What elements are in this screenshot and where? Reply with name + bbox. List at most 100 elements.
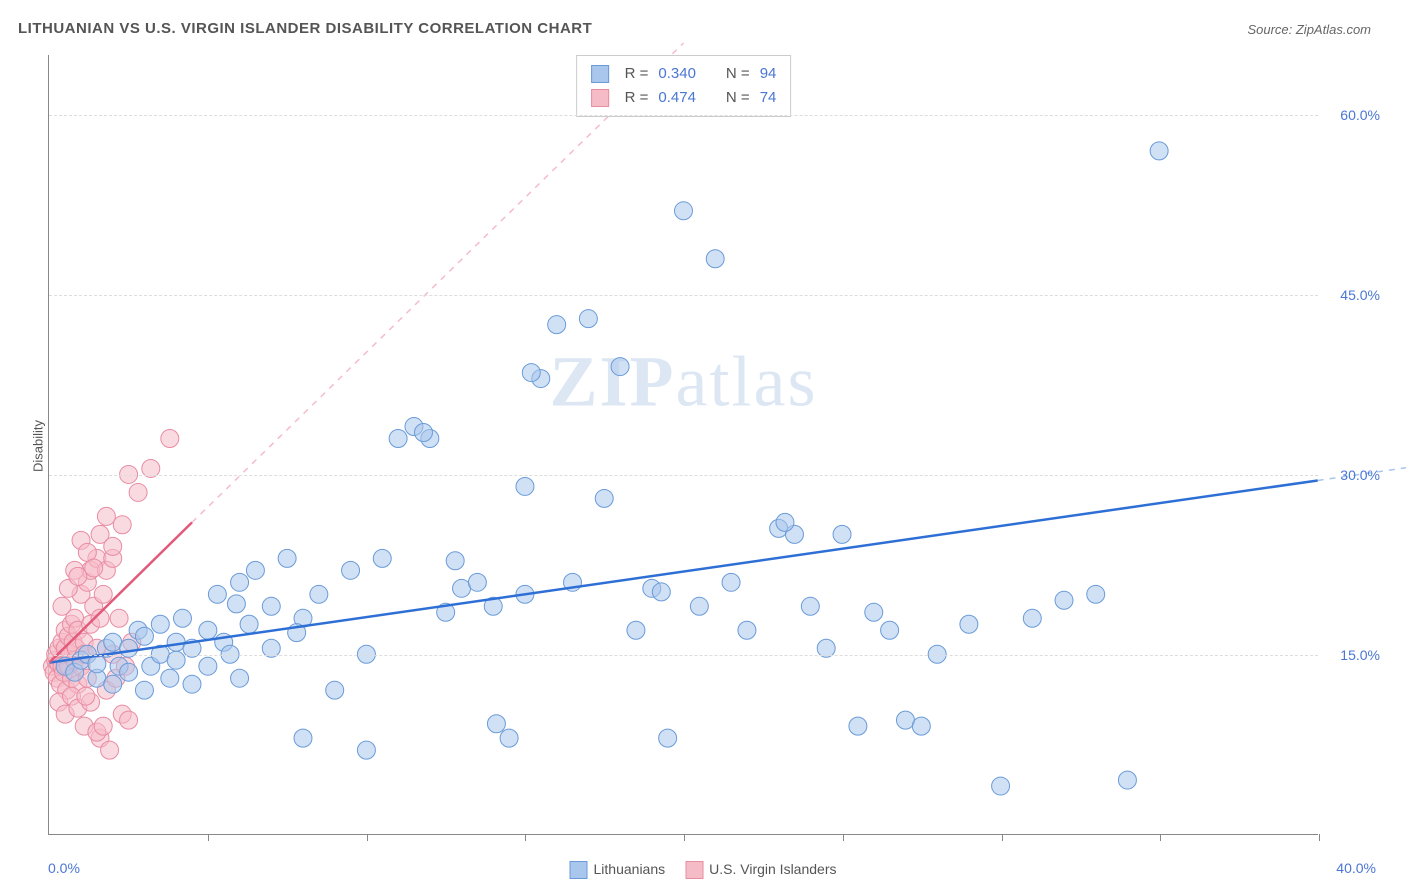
- stats-n-label: N =: [726, 62, 750, 86]
- y-tick-label: 15.0%: [1340, 647, 1380, 663]
- stats-n-value: 94: [760, 62, 777, 86]
- data-point: [453, 579, 471, 597]
- stats-n-label: N =: [726, 86, 750, 110]
- x-axis-end-label: 40.0%: [1336, 860, 1376, 876]
- legend-label: U.S. Virgin Islanders: [709, 861, 836, 877]
- data-point: [151, 615, 169, 633]
- gridline: [49, 295, 1318, 296]
- legend-swatch: [591, 65, 609, 83]
- data-point: [104, 633, 122, 651]
- data-point: [675, 202, 693, 220]
- data-point: [776, 513, 794, 531]
- data-point: [652, 583, 670, 601]
- data-point: [738, 621, 756, 639]
- x-tick: [525, 834, 526, 841]
- data-point: [579, 310, 597, 328]
- trend-line: [49, 480, 1317, 662]
- chart-container: LITHUANIAN VS U.S. VIRGIN ISLANDER DISAB…: [0, 0, 1406, 892]
- data-point: [110, 609, 128, 627]
- y-axis-label: Disability: [31, 420, 46, 472]
- data-point: [183, 675, 201, 693]
- data-point: [1118, 771, 1136, 789]
- stats-n-value: 74: [760, 86, 777, 110]
- data-point: [1087, 585, 1105, 603]
- stats-row: R =0.474N =74: [591, 86, 777, 110]
- x-tick: [843, 834, 844, 841]
- stats-row: R = 0.340 N = 94: [591, 62, 777, 86]
- data-point: [227, 595, 245, 613]
- data-point: [246, 561, 264, 579]
- data-point: [135, 681, 153, 699]
- data-point: [516, 477, 534, 495]
- data-point: [1150, 142, 1168, 160]
- data-point: [199, 657, 217, 675]
- data-point: [240, 615, 258, 633]
- data-point: [120, 711, 138, 729]
- data-point: [278, 549, 296, 567]
- x-tick: [1160, 834, 1161, 841]
- x-tick: [1002, 834, 1003, 841]
- data-point: [659, 729, 677, 747]
- data-point: [85, 559, 103, 577]
- data-point: [1023, 609, 1041, 627]
- data-point: [104, 675, 122, 693]
- data-point: [231, 573, 249, 591]
- data-point: [129, 483, 147, 501]
- legend-swatch: [685, 861, 703, 879]
- x-tick: [208, 834, 209, 841]
- gridline: [49, 475, 1318, 476]
- source-attribution: Source: ZipAtlas.com: [1247, 22, 1371, 37]
- data-point: [94, 585, 112, 603]
- data-point: [706, 250, 724, 268]
- data-point: [389, 430, 407, 448]
- data-point: [881, 621, 899, 639]
- data-point: [135, 627, 153, 645]
- data-point: [174, 609, 192, 627]
- gridline: [49, 115, 1318, 116]
- data-point: [113, 516, 131, 534]
- x-axis-start-label: 0.0%: [48, 860, 80, 876]
- legend-swatch: [570, 861, 588, 879]
- data-point: [522, 364, 540, 382]
- data-point: [69, 567, 87, 585]
- data-point: [849, 717, 867, 735]
- legend-label: Lithuanians: [594, 861, 666, 877]
- data-point: [627, 621, 645, 639]
- data-point: [468, 573, 486, 591]
- stats-r-value: 0.340: [658, 62, 696, 86]
- data-point: [414, 424, 432, 442]
- data-point: [690, 597, 708, 615]
- data-point: [231, 669, 249, 687]
- legend-item: U.S. Virgin Islanders: [685, 861, 836, 879]
- stats-r-value: 0.474: [658, 86, 696, 110]
- data-point: [161, 430, 179, 448]
- y-tick-label: 45.0%: [1340, 287, 1380, 303]
- data-point: [77, 687, 95, 705]
- data-point: [992, 777, 1010, 795]
- data-point: [199, 621, 217, 639]
- data-point: [208, 585, 226, 603]
- data-point: [912, 717, 930, 735]
- data-point: [896, 711, 914, 729]
- data-point: [595, 489, 613, 507]
- data-point: [865, 603, 883, 621]
- data-point: [326, 681, 344, 699]
- data-point: [104, 537, 122, 555]
- x-tick: [684, 834, 685, 841]
- x-tick: [367, 834, 368, 841]
- data-point: [310, 585, 328, 603]
- data-point: [53, 597, 71, 615]
- data-point: [97, 507, 115, 525]
- y-tick-label: 60.0%: [1340, 107, 1380, 123]
- gridline: [49, 655, 1318, 656]
- data-point: [833, 525, 851, 543]
- chart-title: LITHUANIAN VS U.S. VIRGIN ISLANDER DISAB…: [18, 20, 592, 37]
- bottom-legend: Lithuanians U.S. Virgin Islanders: [570, 861, 837, 879]
- data-point: [101, 741, 119, 759]
- data-point: [960, 615, 978, 633]
- legend-item: Lithuanians: [570, 861, 666, 879]
- stats-r-label: R =: [625, 62, 649, 86]
- data-point: [801, 597, 819, 615]
- data-point: [357, 741, 375, 759]
- data-point: [167, 651, 185, 669]
